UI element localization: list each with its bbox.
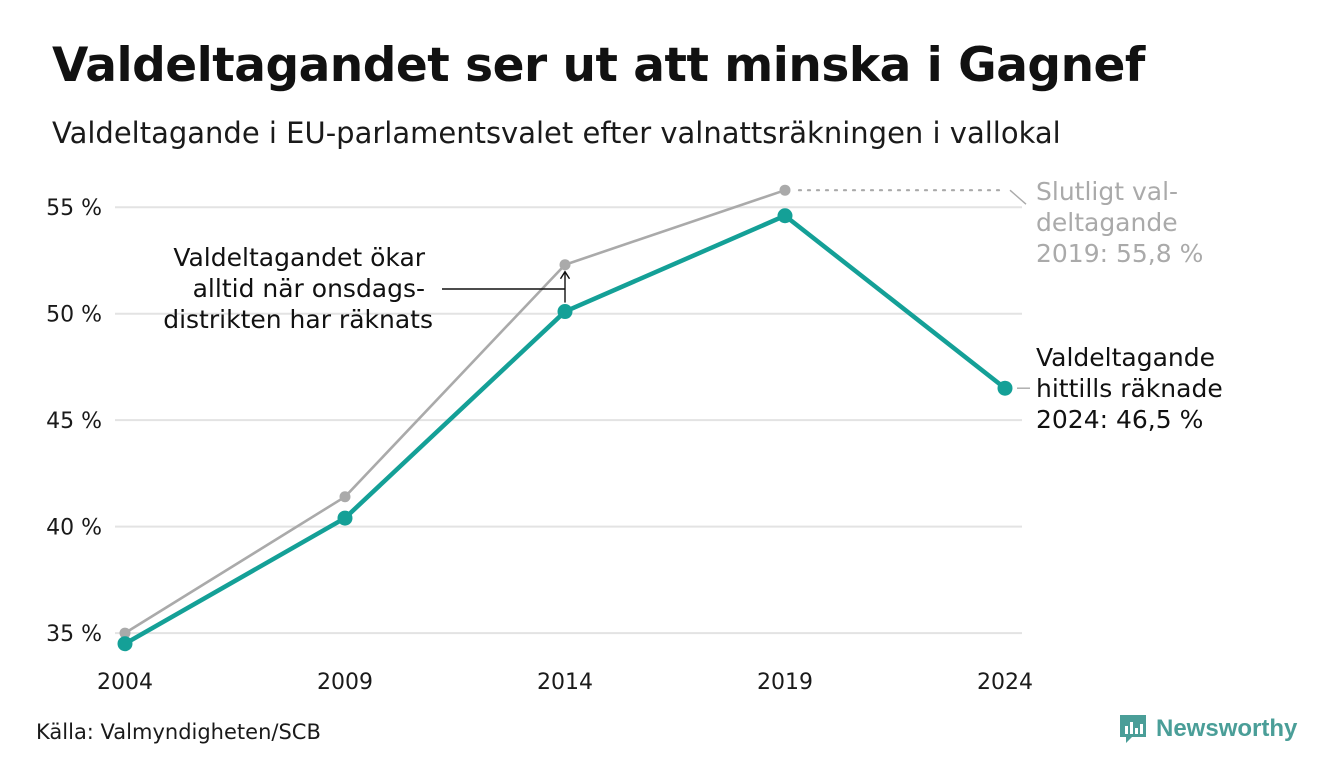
data-point (559, 259, 571, 271)
data-point (337, 510, 353, 526)
y-tick-label: 50 % (46, 303, 102, 328)
series-1 (117, 208, 1013, 652)
y-tick-label: 40 % (46, 516, 102, 541)
x-tick-label: 2019 (757, 670, 813, 695)
data-point (997, 380, 1013, 396)
x-tick-label: 2014 (537, 670, 593, 695)
annotation-final-turnout-line-2: deltagande (1036, 208, 1178, 237)
data-point (339, 491, 351, 503)
annotation-final-turnout-line-3: 2019: 55,8 % (1036, 239, 1203, 268)
data-point (117, 636, 133, 652)
annotation-leader-final (1009, 189, 1027, 205)
source-note: Källa: Valmyndigheten/SCB (36, 720, 321, 744)
annotation-counted-so-far: Valdeltagande hittills räknade 2024: 46,… (1036, 343, 1231, 434)
x-tick-label: 2004 (97, 670, 153, 695)
x-tick-label: 2024 (977, 670, 1033, 695)
annotation-increase-note: Valdeltagandet ökar alltid när onsdags- … (163, 243, 433, 334)
annotation-increase-note-line-2: alltid när onsdags- (193, 274, 425, 303)
x-axis-ticks: 2004 2009 2014 2019 2024 (97, 670, 1033, 695)
series-line (124, 188, 786, 635)
y-tick-label: 45 % (46, 409, 102, 434)
series-layer (117, 184, 1013, 652)
y-axis-ticks: 35 % 40 % 45 % 50 % 55 % (46, 196, 102, 647)
x-tick-label: 2009 (317, 670, 373, 695)
series-0 (119, 184, 791, 639)
page-subtitle: Valdeltagande i EU-parlamentsvalet efter… (52, 116, 1061, 150)
brand-name: Newsworthy (1156, 715, 1298, 742)
data-point (557, 304, 573, 320)
annotation-counted-so-far-line-2: hittills räknade (1036, 374, 1223, 403)
annotation-counted-so-far-line-1: Valdeltagande (1036, 343, 1215, 372)
grid-lines (115, 206, 1022, 635)
brand-logo: Newsworthy (1118, 713, 1297, 745)
annotation-final-turnout-line-1: Slutligt val- (1036, 177, 1178, 206)
annotation-increase-note-line-3: distrikten har räknats (163, 305, 433, 334)
annotation-final-turnout: Slutligt val- deltagande 2019: 55,8 % (1036, 177, 1203, 268)
data-point (779, 184, 791, 196)
y-tick-label: 35 % (46, 622, 102, 647)
data-point (777, 208, 793, 224)
annotation-increase-note-line-1: Valdeltagandet ökar (173, 243, 425, 272)
data-point (119, 627, 131, 639)
newsworthy-logo-icon (1120, 715, 1146, 743)
annotation-pointer-arrowhead (559, 270, 571, 280)
line-chart: 35 % 40 % 45 % 50 % 55 % 2004 2009 2014 2019 202… (46, 177, 1231, 695)
annotation-counted-so-far-line-3: 2024: 46,5 % (1036, 405, 1203, 434)
page-title: Valdeltagandet ser ut att minska i Gagne… (52, 38, 1145, 93)
annotations: Slutligt val- deltagande 2019: 55,8 % Va… (163, 177, 1231, 434)
y-tick-label: 55 % (46, 196, 102, 221)
